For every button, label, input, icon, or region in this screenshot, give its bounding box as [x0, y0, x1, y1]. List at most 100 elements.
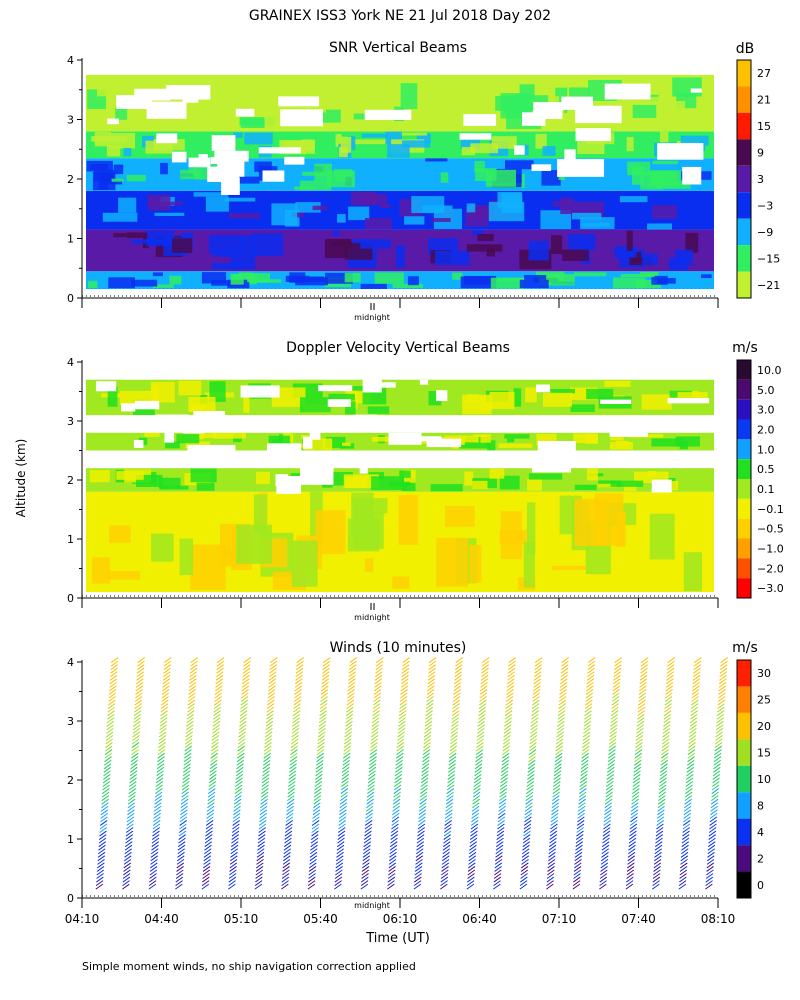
wind-barb [546, 883, 554, 890]
wind-barb [182, 774, 191, 780]
heatmap-patch [614, 246, 637, 259]
wind-barb [103, 766, 112, 773]
wind-barb [716, 710, 725, 717]
colorbar-swatch [737, 360, 751, 380]
wind-barb [442, 851, 450, 858]
heatmap-patch [425, 158, 448, 162]
wind-barb [654, 841, 663, 848]
wind-barb [666, 674, 674, 681]
wind-barb [396, 742, 405, 748]
wind-barb [526, 781, 535, 787]
wind-barb [175, 873, 184, 879]
wind-barb [714, 742, 723, 748]
wind-barb [188, 685, 197, 692]
heatmap-patch [233, 176, 260, 184]
wind-barb [346, 699, 355, 706]
no-data-gap [300, 467, 334, 485]
wind-barb [496, 827, 505, 833]
figure-title: GRAINEX ISS3 York NE 21 Jul 2018 Day 202 [249, 8, 551, 24]
wind-barb [607, 756, 616, 763]
no-data-gap [275, 474, 288, 487]
wind-barb [705, 880, 713, 887]
wind-barb [387, 873, 396, 879]
heatmap-patch [333, 230, 340, 237]
heatmap-patch [462, 394, 492, 415]
wind-barb [629, 820, 638, 826]
wind-barb [519, 880, 528, 887]
wind-barb [153, 812, 161, 819]
wind-barb [446, 791, 454, 798]
heatmap-patch [193, 192, 229, 197]
wind-barb [693, 667, 701, 674]
panel-title-winds: Winds (10 minutes) [330, 640, 467, 656]
wind-barb [371, 727, 379, 734]
wind-barb [653, 855, 662, 862]
wind-barb [180, 802, 189, 809]
wind-barb [128, 791, 136, 798]
wind-barb [626, 876, 634, 883]
wind-barb [318, 727, 326, 734]
wind-barb [446, 784, 455, 791]
wind-barb [216, 664, 225, 671]
wind-barb [691, 685, 700, 692]
wind-barb [659, 766, 668, 773]
wind-barb [131, 749, 139, 756]
wind-barb [576, 827, 584, 833]
wind-barb [659, 774, 668, 780]
wind-barb [526, 777, 535, 784]
wind-barb [238, 724, 247, 731]
wind-barb [294, 692, 302, 699]
no-data-gap [575, 128, 611, 142]
wind-barb [414, 869, 423, 876]
wind-barb [232, 820, 240, 826]
no-data-gap [419, 379, 429, 385]
wind-barb [585, 689, 594, 695]
heatmap-patch [568, 87, 590, 99]
no-data-gap [536, 384, 550, 393]
wind-barb [441, 855, 450, 862]
no-data-gap [266, 443, 302, 459]
wind-barb [506, 692, 514, 699]
wind-barb [322, 660, 331, 667]
wind-barb [267, 689, 276, 695]
wind-barb [550, 820, 558, 826]
wind-barb [345, 710, 354, 717]
wind-barb [680, 848, 689, 855]
wind-barb [400, 685, 409, 692]
wind-barb [159, 717, 168, 724]
wind-barb [177, 851, 185, 858]
wind-barb [575, 844, 583, 851]
wind-barb [614, 660, 622, 667]
wind-barb [663, 710, 672, 717]
wind-barb [239, 720, 247, 727]
no-data-gap [514, 145, 525, 155]
wind-barb [264, 735, 273, 741]
wind-barb [106, 727, 114, 734]
no-data-gap [575, 105, 622, 124]
wind-barb [321, 674, 330, 681]
wind-barb [478, 710, 486, 717]
wind-barb [314, 777, 323, 784]
wind-barb [370, 742, 378, 748]
heatmap-patch [360, 283, 387, 289]
heatmap-patch [407, 276, 419, 286]
wind-barb [520, 862, 529, 869]
wind-barb [709, 812, 718, 819]
wind-barb [440, 883, 448, 890]
heatmap-patch [212, 262, 246, 270]
wind-barb [97, 855, 106, 862]
wind-barb [498, 809, 506, 816]
wind-barb [163, 660, 172, 667]
wind-barb [424, 720, 433, 727]
wind-barb [365, 809, 374, 816]
heatmap-patch [513, 388, 522, 407]
wind-barb [494, 855, 503, 862]
heatmap-patch [353, 113, 367, 120]
wind-barb [418, 805, 427, 812]
wind-barb [391, 820, 399, 826]
wind-barb [500, 774, 509, 780]
wind-barb [636, 717, 645, 724]
wind-barb [212, 720, 221, 727]
wind-barb [241, 689, 249, 695]
wind-barb [479, 692, 488, 699]
